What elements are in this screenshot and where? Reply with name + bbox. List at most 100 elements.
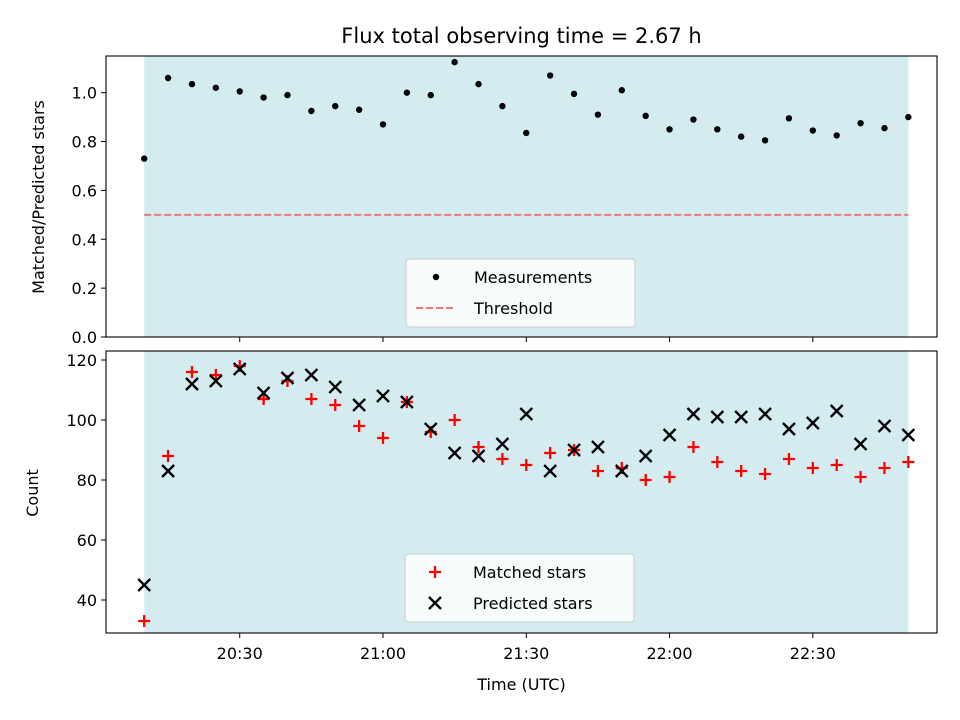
matched-star-point [496,453,509,465]
bottom-legend: Matched stars Predicted stars [404,553,635,623]
matched-star-point [305,393,318,405]
measurement-point [785,115,793,122]
predicted-star-point [232,362,247,376]
top-legend: Measurements Threshold [405,258,636,328]
measurement-point [666,126,673,133]
measurement-point [427,91,434,99]
top-legend-box [405,258,636,328]
top-ytick-label: 0.0 [72,328,97,347]
measurement-point [523,129,530,137]
predicted-star-point [782,422,796,436]
measurement-point [833,132,840,139]
predicted-star-point [471,449,486,463]
bottom-ytick-label: 60 [77,531,97,550]
top-ytick-label: 1.0 [72,84,97,103]
predicted-star-point [256,386,271,400]
predicted-star-point [710,410,725,424]
matched-star-point [329,399,342,411]
top-ytick-label: 0.4 [72,230,97,249]
predicted-star-point [853,437,868,451]
measurement-point [809,127,817,134]
bottom-xtick-label: 21:30 [503,644,549,663]
matched-star-point [353,420,366,432]
predicted-star-point [591,440,605,454]
matched-star-point [544,447,557,459]
matched-star-point [711,456,724,468]
bottom-panel: 40 60 80 100 120 20:30 21:00 21:30 22:00 22:30 Mat… [66,350,938,663]
top-panel: 0.0 0.2 0.4 0.6 0.8 1.0 Measurements Threshold [72,55,938,347]
measurement-point [212,84,220,91]
predicted-star-point [328,380,343,394]
bottom-ytick-label: 100 [66,411,97,430]
legend-label: Measurements [474,268,592,287]
measurement-point [308,107,315,115]
bottom-xtick-label: 21:00 [360,644,406,663]
measurement-point [475,80,482,88]
measurement-point [761,137,769,144]
predicted-star-point [901,428,916,442]
bottom-legend-box [404,553,635,623]
predicted-star-point [209,374,223,388]
matched-star-point [663,471,676,483]
predicted-star-point [638,449,653,463]
measurement-point [332,102,339,110]
measurement-point [236,88,243,95]
measurement-point [260,94,267,101]
legend-predicted-marker [428,596,442,610]
measurement-point [618,87,625,94]
measurement-point [188,80,196,88]
bottom-axes-frame [105,350,938,634]
legend-label: Predicted stars [473,594,593,613]
predicted-star-point [829,404,844,418]
matched-star-point [854,471,867,483]
matched-star-point [878,462,891,474]
top-ytick-label: 0.6 [72,181,97,200]
x-axis-label: Time (UTC) [476,675,565,694]
predicted-star-point [161,464,175,478]
predicted-star-point [400,395,414,409]
predicted-star-point [662,428,677,442]
predicted-star-point [280,371,295,385]
measurement-point [355,106,363,113]
predicted-star-point [614,464,629,478]
predicted-star-point [734,410,749,424]
predicted-star-point [447,446,462,460]
matched-star-point [591,465,604,477]
measurement-point [905,113,912,121]
predicted-star-point [495,437,510,451]
matched-star-point [257,393,270,405]
legend-measurement-marker [432,273,440,281]
matched-star-point [902,456,915,468]
measurement-point [546,72,554,79]
measurement-point [570,90,578,98]
measurement-point [857,119,864,127]
matched-star-point [806,462,819,474]
matched-star-point [687,441,700,453]
bottom-y-axis-label: Count [23,469,42,517]
matched-star-point [639,474,652,486]
bottom-ytick-label: 40 [77,591,97,610]
top-chart-title: Flux total observing time = 2.67 h [341,24,701,48]
matched-star-point [759,468,772,480]
measurement-point [714,126,721,133]
predicted-star-point [185,377,199,391]
measurement-point [141,155,148,162]
matched-star-point [162,450,175,462]
measurement-point [499,102,506,110]
predicted-star-point [304,368,319,382]
bottom-xtick-label: 20:30 [217,644,263,663]
predicted-star-point [423,422,438,436]
predicted-star-point [567,443,581,457]
measurement-point [737,133,745,140]
predicted-star-point [137,578,152,592]
measurement-point [594,111,602,118]
measurement-point [284,91,291,99]
top-ytick-label: 0.8 [72,133,97,152]
predicted-star-point [758,407,772,421]
bottom-ytick-label: 80 [77,471,97,490]
measurement-point [642,112,649,120]
matched-star-point [520,459,533,471]
matched-star-point [138,615,151,627]
matched-star-point [472,441,485,453]
